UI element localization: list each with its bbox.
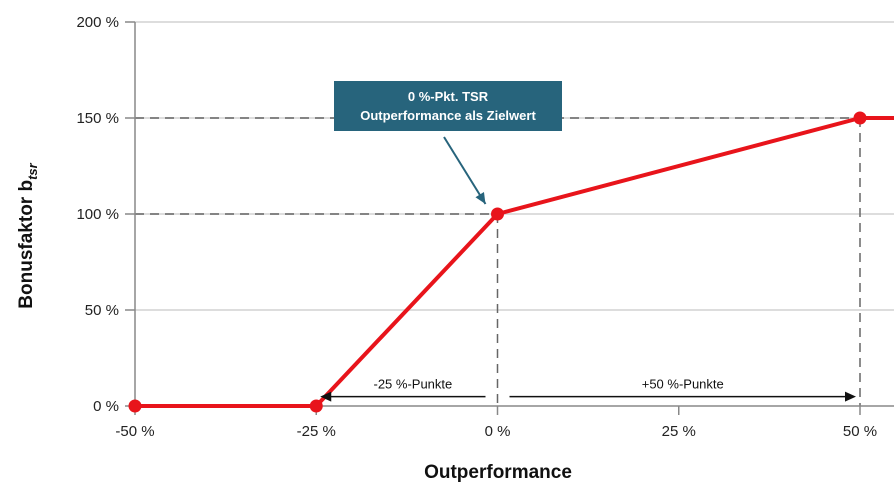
series-line <box>135 116 894 408</box>
range-arrow-left-label: -25 %-Punkte <box>373 377 452 392</box>
series-layer <box>128 111 894 413</box>
callout-line-1: Outperformance als Zielwert <box>360 108 536 123</box>
callout-pointer-head <box>475 192 486 204</box>
callout-line-0: 0 %-Pkt. TSR <box>408 89 489 104</box>
range-arrow-left-head <box>320 391 332 402</box>
x-tick-label-4: 50 % <box>843 423 877 440</box>
data-point-3 <box>853 111 867 125</box>
y-axis-title-main: Bonusfaktor b <box>16 180 37 309</box>
x-tick-label-1: -25 % <box>297 423 336 440</box>
data-point-2 <box>491 207 504 221</box>
y-axis-title-subscript: tsr <box>25 162 40 180</box>
grid-layer <box>135 21 894 311</box>
x-tick-label-0: -50 % <box>115 423 154 440</box>
data-point-1 <box>309 399 323 413</box>
range-arrow-right-head <box>845 391 856 402</box>
y-tick-label-1: 50 % <box>85 302 119 319</box>
data-point-0 <box>128 399 142 413</box>
annotations: 0 %-Pkt. TSR Outperformance als Zielwert -… <box>320 81 856 402</box>
reference-lines <box>135 117 861 406</box>
y-axis-title: Bonusfaktor btsr <box>16 162 40 308</box>
x-tick-label-3: 25 % <box>662 423 696 440</box>
y-tick-label-0: 0 % <box>93 398 119 415</box>
x-tick-label-2: 0 % <box>485 423 511 440</box>
y-tick-label-4: 200 % <box>76 14 119 31</box>
callout-pointer <box>443 136 487 205</box>
range-arrow-right-label: +50 %-Punkte <box>642 377 724 392</box>
y-tick-label-3: 150 % <box>76 110 119 127</box>
callout-box <box>334 81 562 131</box>
axes: 0 % 50 % 100 % 150 % 200 % -50 % -25 % 0 % 25 % 5… <box>76 14 894 440</box>
x-axis-title: Outperformance <box>424 462 572 483</box>
y-tick-label-2: 100 % <box>76 206 119 223</box>
